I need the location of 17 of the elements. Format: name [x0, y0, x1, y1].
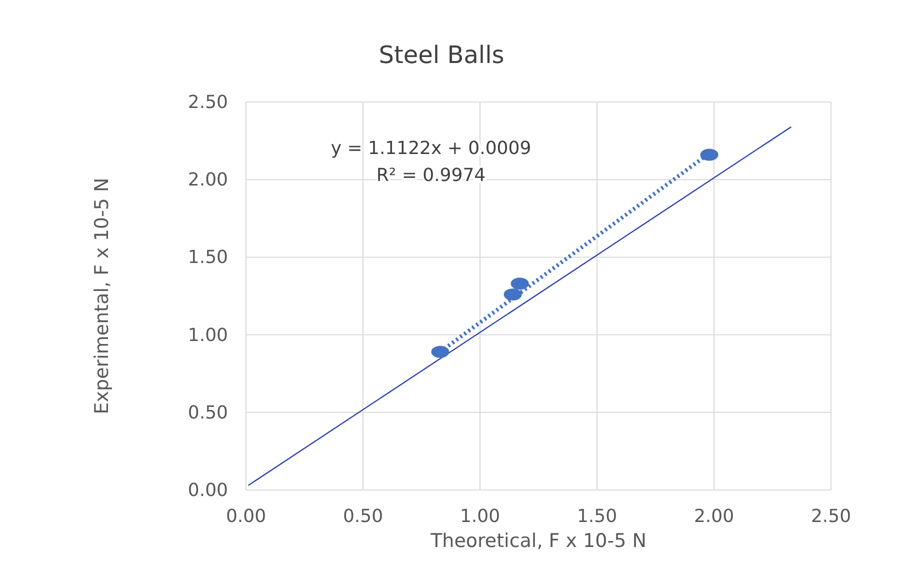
x-tick-label: 1.50	[576, 506, 618, 527]
x-tick-label: 2.50	[810, 506, 852, 527]
chart-title: Steel Balls	[378, 41, 504, 69]
y-tick-label: 2.00	[188, 170, 228, 191]
y-tick-label: 1.50	[188, 247, 228, 268]
y-tick-label: 0.50	[188, 402, 228, 424]
annotation: R² = 0.9974	[376, 165, 486, 186]
y-tick-label: 1.00	[188, 324, 228, 346]
y-axis-title: Experimental, F x 10-5 N	[91, 178, 113, 414]
x-tick-label: 1.00	[460, 506, 500, 527]
x-tick-label: 0.00	[226, 506, 266, 527]
annotation: y = 1.1122x + 0.0009	[330, 138, 532, 159]
x-axis-title: Theoretical, F x 10-5 N	[430, 530, 646, 552]
x-tick-label: 2.00	[694, 506, 734, 527]
y-tick-label: 2.50	[188, 92, 228, 113]
x-tick-label: 0.50	[342, 506, 384, 527]
y-tick-label: 0.00	[188, 480, 228, 501]
